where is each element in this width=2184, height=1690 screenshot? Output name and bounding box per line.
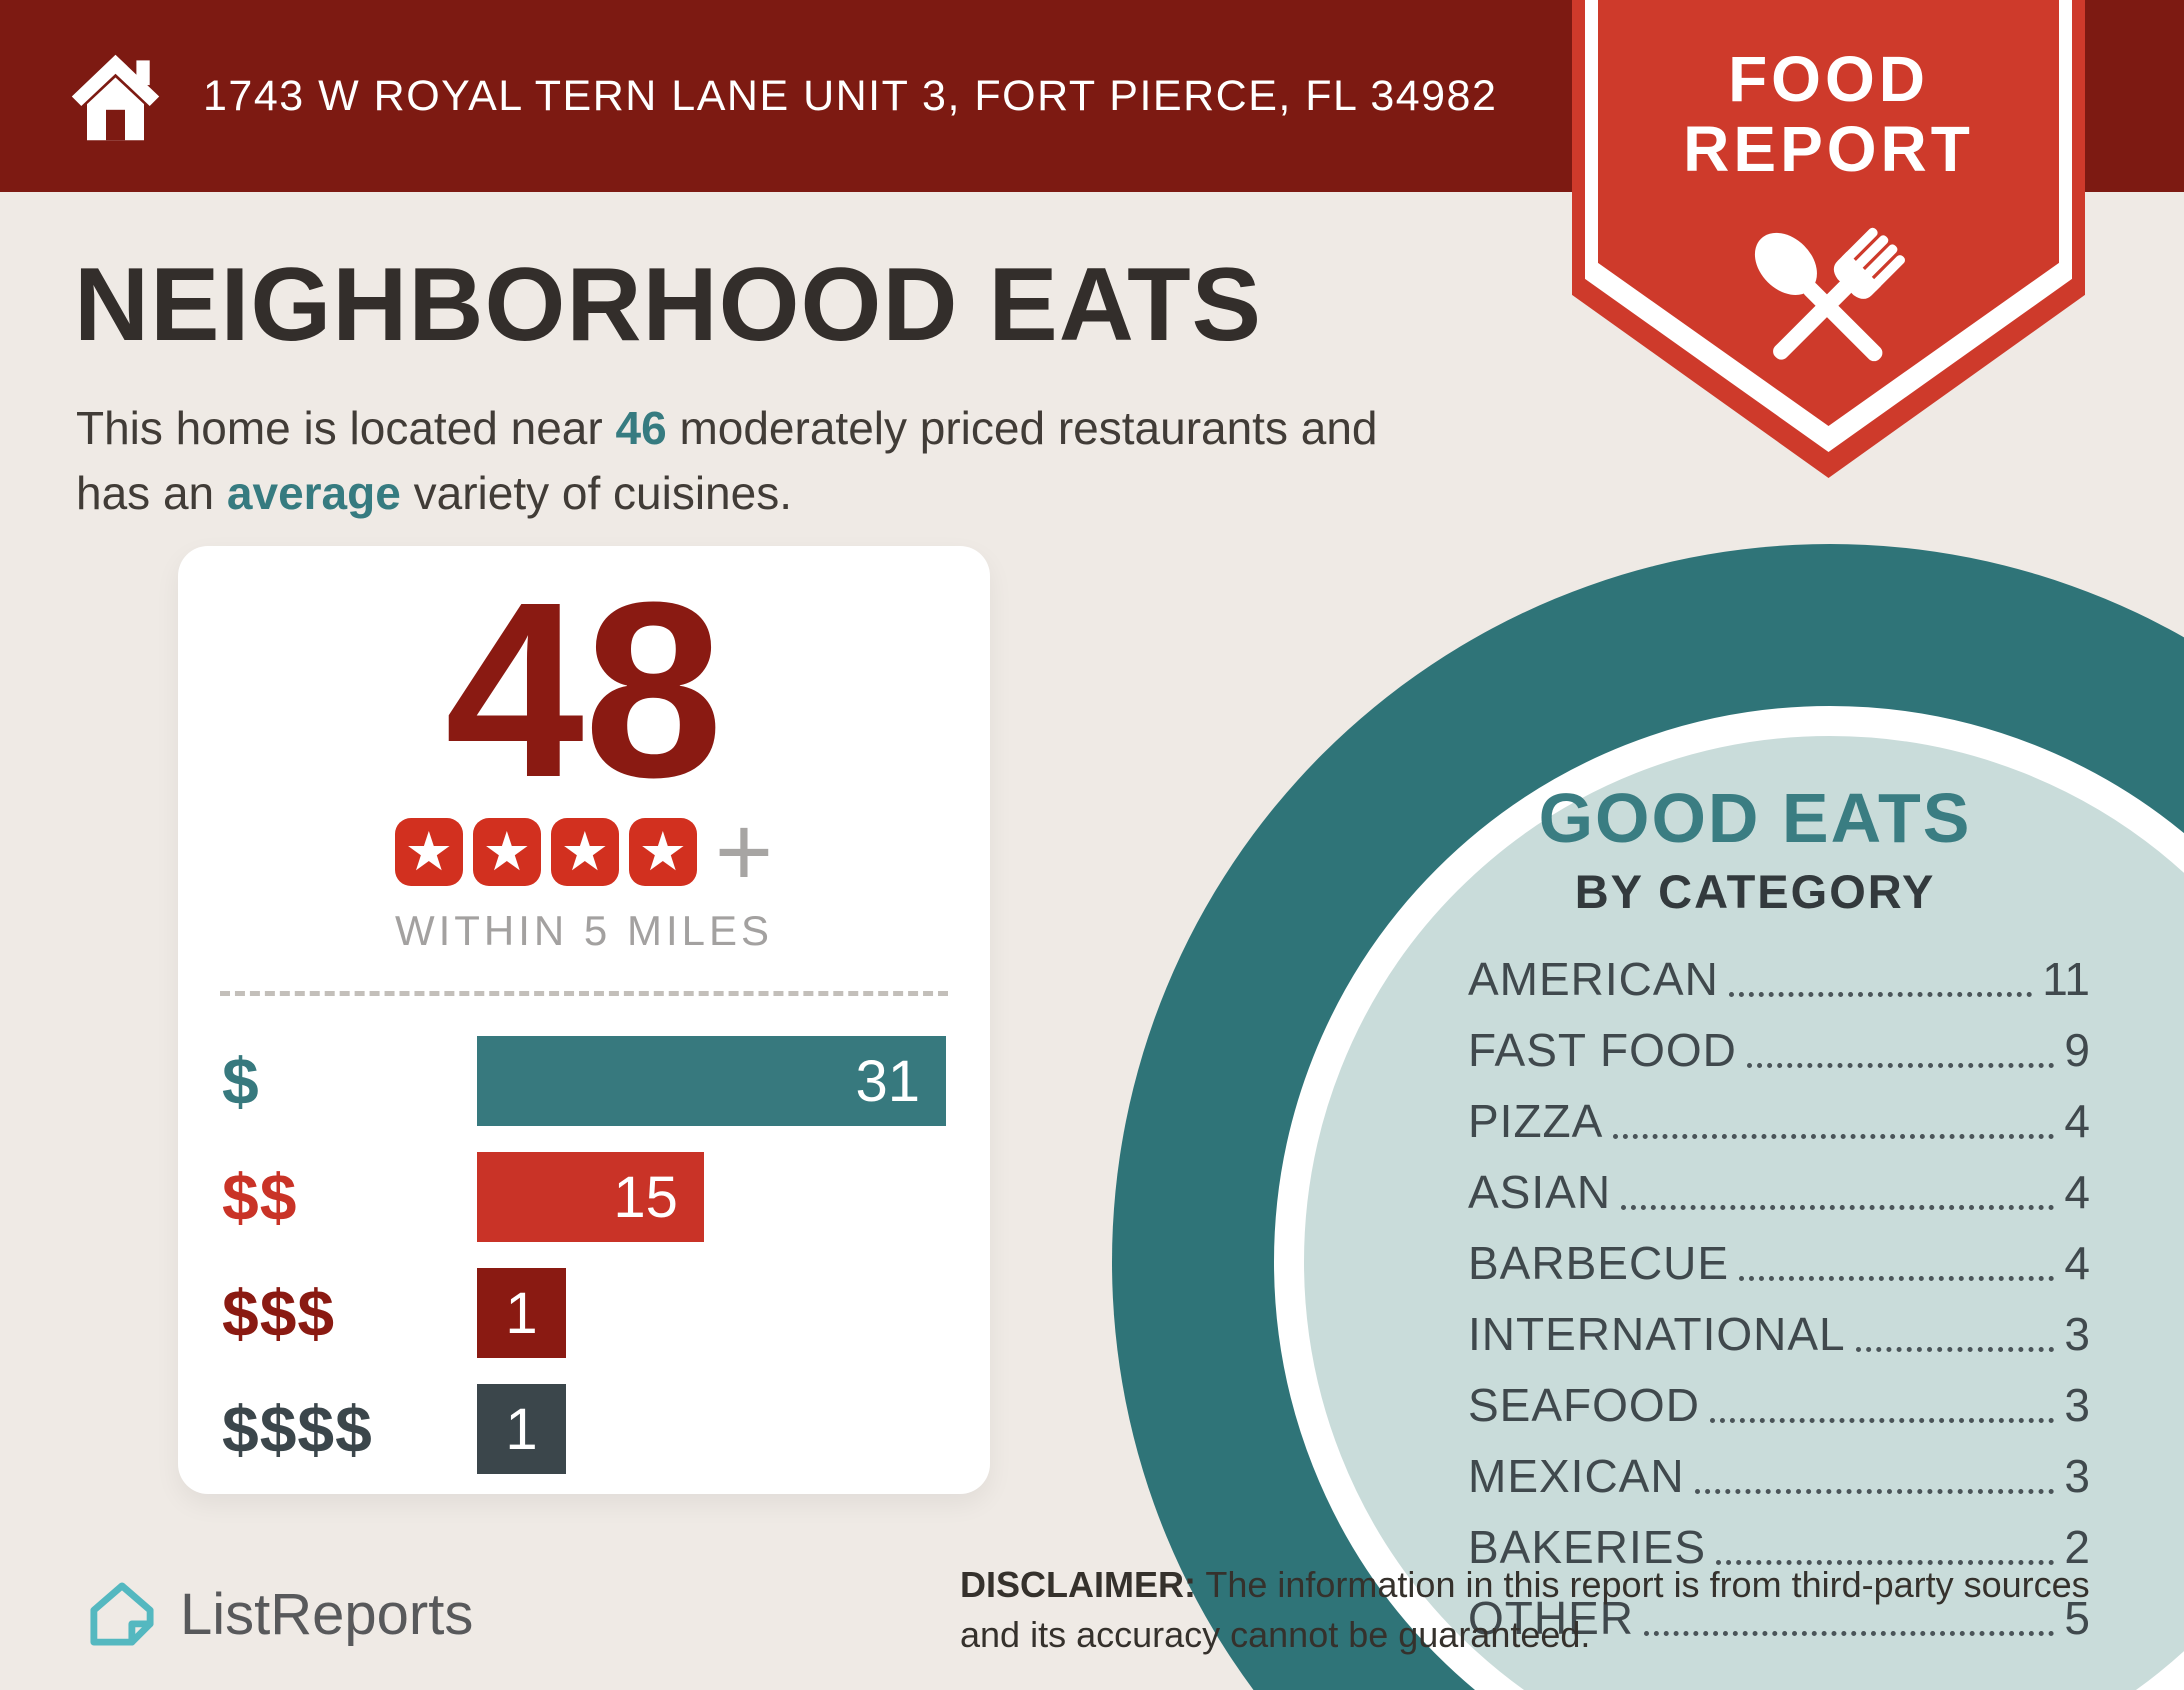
category-value: 4 (2064, 1166, 2090, 1218)
restaurant-summary-card: 48 ★ ★ ★ ★ + WITHIN 5 MILES $31 $$ 15 $$$ 1 $$$$… (178, 546, 990, 1494)
dotted-leader (1644, 1631, 2055, 1636)
star-icon: ★ (550, 818, 619, 886)
plus-sign: + (714, 796, 774, 908)
subtitle-line-1: This home is located near 46 moderately … (76, 402, 1378, 454)
good-eats-title: GOOD EATS (1538, 779, 1972, 857)
ribbon-title-line2: REPORT (1683, 113, 1974, 186)
price-tier-label: $ (222, 1044, 260, 1118)
restaurant-count-highlight: 46 (615, 402, 667, 454)
property-address: 1743 W ROYAL TERN LANE UNIT 3, FORT PIER… (203, 71, 1498, 120)
star-rating: ★ ★ ★ ★ (394, 818, 697, 886)
bar-value: 31 (855, 1048, 920, 1114)
ribbon-title-line1: FOOD (1728, 43, 1929, 115)
radius-caption: WITHIN 5 MILES (394, 907, 774, 954)
category-label: ASIAN (1468, 1166, 1612, 1218)
category-value: 3 (2064, 1379, 2090, 1431)
category-row: BARBECUE 4 (1468, 1236, 2090, 1290)
price-bar-chart: $31 $$ 15 $$$ 1 $$$$ 1 (178, 1036, 990, 1474)
dashed-divider (220, 991, 948, 996)
category-value: 4 (2064, 1237, 2090, 1289)
subtitle-line-2: has an average variety of cuisines. (76, 467, 792, 520)
category-value: 9 (2064, 1024, 2090, 1076)
price-bar-row: $$$$ 1 (222, 1384, 946, 1474)
restaurant-total-count: 48 (444, 550, 724, 829)
category-row: OTHER 5 (1468, 1591, 2090, 1645)
category-row: MEXICAN 3 (1468, 1449, 2090, 1503)
category-row: BAKERIES 2 (1468, 1520, 2090, 1574)
star-rating-row: ★ ★ ★ ★ + (178, 796, 990, 908)
dotted-leader (1613, 1134, 2055, 1139)
category-label: OTHER (1468, 1592, 1634, 1644)
dotted-leader (1709, 1418, 2055, 1423)
star-icon: ★ (472, 818, 541, 886)
price-tier-label: $$ (222, 1160, 298, 1234)
category-value: 2 (2064, 1521, 2090, 1573)
category-label: SEAFOOD (1468, 1379, 1700, 1431)
star-icon: ★ (394, 818, 463, 886)
brand-name: ListReports (180, 1581, 474, 1647)
dotted-leader (1728, 992, 2033, 997)
disclaimer-text: The information in this report is from t… (960, 1564, 2090, 1655)
price-bar-row: $31 (222, 1036, 946, 1126)
bar-value: 15 (613, 1164, 678, 1230)
dotted-leader (1855, 1347, 2055, 1352)
category-label: BARBECUE (1468, 1237, 1730, 1289)
bar-fill: 31 (477, 1036, 946, 1126)
category-label: AMERICAN (1468, 953, 1719, 1005)
category-row: INTERNATIONAL 3 (1468, 1307, 2090, 1361)
category-label: PIZZA (1468, 1095, 1604, 1147)
category-value: 3 (2064, 1308, 2090, 1360)
bar-value: 1 (505, 1280, 538, 1346)
category-row: SEAFOOD 3 (1468, 1378, 2090, 1432)
category-row: PIZZA 4 (1468, 1094, 2090, 1148)
bar-track: 31 (477, 1036, 946, 1126)
category-label: BAKERIES (1468, 1521, 1707, 1573)
category-value: 3 (2064, 1450, 2090, 1502)
price-tier-label: $$$$ (222, 1392, 373, 1466)
dotted-leader (1746, 1063, 2055, 1068)
category-value: 4 (2064, 1095, 2090, 1147)
bar-fill: 15 (477, 1152, 704, 1242)
category-value: 11 (2042, 953, 2090, 1005)
bar-value: 1 (505, 1396, 538, 1462)
disclaimer-label: DISCLAIMER: (960, 1564, 1196, 1605)
dotted-leader (1739, 1276, 2055, 1281)
category-label: FAST FOOD (1468, 1024, 1737, 1076)
bar-track: 15 (477, 1152, 946, 1242)
category-value: 5 (2064, 1592, 2090, 1644)
disclaimer: DISCLAIMER: The information in this repo… (960, 1560, 2135, 1659)
bar-track: 1 (477, 1268, 946, 1358)
food-report-ribbon: FOOD REPORT (1572, 0, 2085, 478)
star-icon: ★ (628, 818, 697, 886)
variety-highlight: average (226, 467, 401, 520)
page-subtitle: This home is located near 46 moderately … (76, 396, 1378, 527)
category-label: INTERNATIONAL (1468, 1308, 1846, 1360)
ribbon-content: FOOD REPORT (1572, 44, 2085, 419)
price-bar-row: $$ 15 (222, 1152, 946, 1242)
bar-track: 1 (477, 1384, 946, 1474)
price-bar-row: $$$ 1 (222, 1268, 946, 1358)
good-eats-heading: GOOD EATS BY CATEGORY (1375, 778, 2135, 919)
category-label: MEXICAN (1468, 1450, 1685, 1502)
brand-logo: ListReports (84, 1576, 473, 1652)
listreports-house-icon (90, 1582, 154, 1646)
category-row: FAST FOOD 9 (1468, 1023, 2090, 1077)
page-title: NEIGHBORHOOD EATS (74, 247, 1263, 363)
bar-fill: 1 (477, 1268, 567, 1358)
home-icon (71, 54, 160, 140)
good-eats-subtitle: BY CATEGORY (1574, 865, 1936, 918)
category-row: AMERICAN 11 (1468, 952, 2090, 1006)
crossed-spoon-and-fork-icon (1754, 227, 1906, 361)
dotted-leader (1694, 1489, 2055, 1494)
price-tier-label: $$$ (222, 1276, 336, 1350)
dotted-leader (1716, 1560, 2055, 1565)
category-list: AMERICAN 11 FAST FOOD 9 PIZZA 4 ASIAN 4 BARBECUE… (1468, 952, 2090, 1662)
category-row: ASIAN 4 (1468, 1165, 2090, 1219)
dotted-leader (1621, 1205, 2055, 1210)
bar-fill: 1 (477, 1384, 567, 1474)
